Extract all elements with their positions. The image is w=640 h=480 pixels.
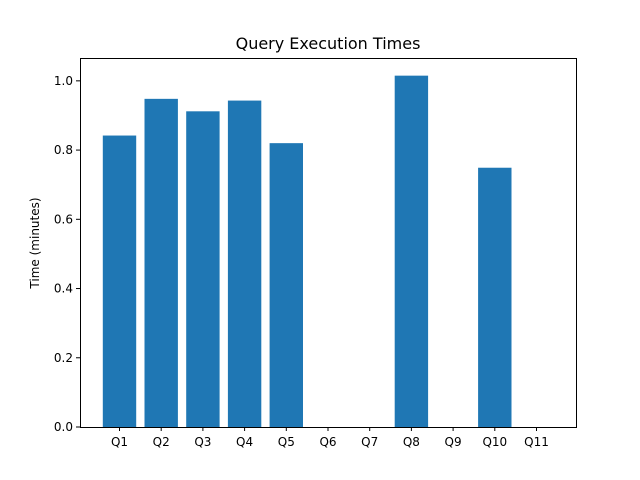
x-tick-label: Q10 [482,435,507,449]
x-tick-label: Q3 [194,435,211,449]
bar-q3 [186,111,220,428]
y-axis-label: Time (minutes) [28,197,42,289]
x-ticks-group: Q1 Q2 Q3 Q4 Q5 Q6 Q7 Q8 Q9 Q10 Q11 [111,427,549,449]
y-tick-label: 0.8 [54,143,73,157]
bar-q8 [394,75,429,428]
bar-q10 [478,167,512,427]
y-tick-label: 1.0 [54,74,73,88]
y-tick-label: 0.2 [54,351,73,365]
x-tick-label: Q6 [319,435,336,449]
x-tick-label: Q7 [361,435,378,449]
y-ticks-group: 0.0 0.2 0.4 0.6 0.8 1.0 [54,74,80,434]
bar-q4 [227,100,262,428]
plot-area-frame [80,58,577,428]
y-tick-label: 0.0 [54,420,73,434]
bar-q1 [102,135,137,428]
x-tick-label: Q5 [278,435,295,449]
x-tick-label: Q11 [524,435,549,449]
x-tick-label: Q9 [445,435,462,449]
chart-title: Query Execution Times [236,34,421,53]
y-tick-label: 0.6 [54,212,73,226]
x-tick-label: Q1 [111,435,128,449]
bar-q2 [144,98,178,427]
bar-q5 [269,143,303,427]
x-tick-label: Q8 [403,435,420,449]
x-tick-label: Q4 [236,435,253,449]
bars-group [102,75,512,428]
y-tick-label: 0.4 [54,282,73,296]
x-tick-label: Q2 [153,435,170,449]
